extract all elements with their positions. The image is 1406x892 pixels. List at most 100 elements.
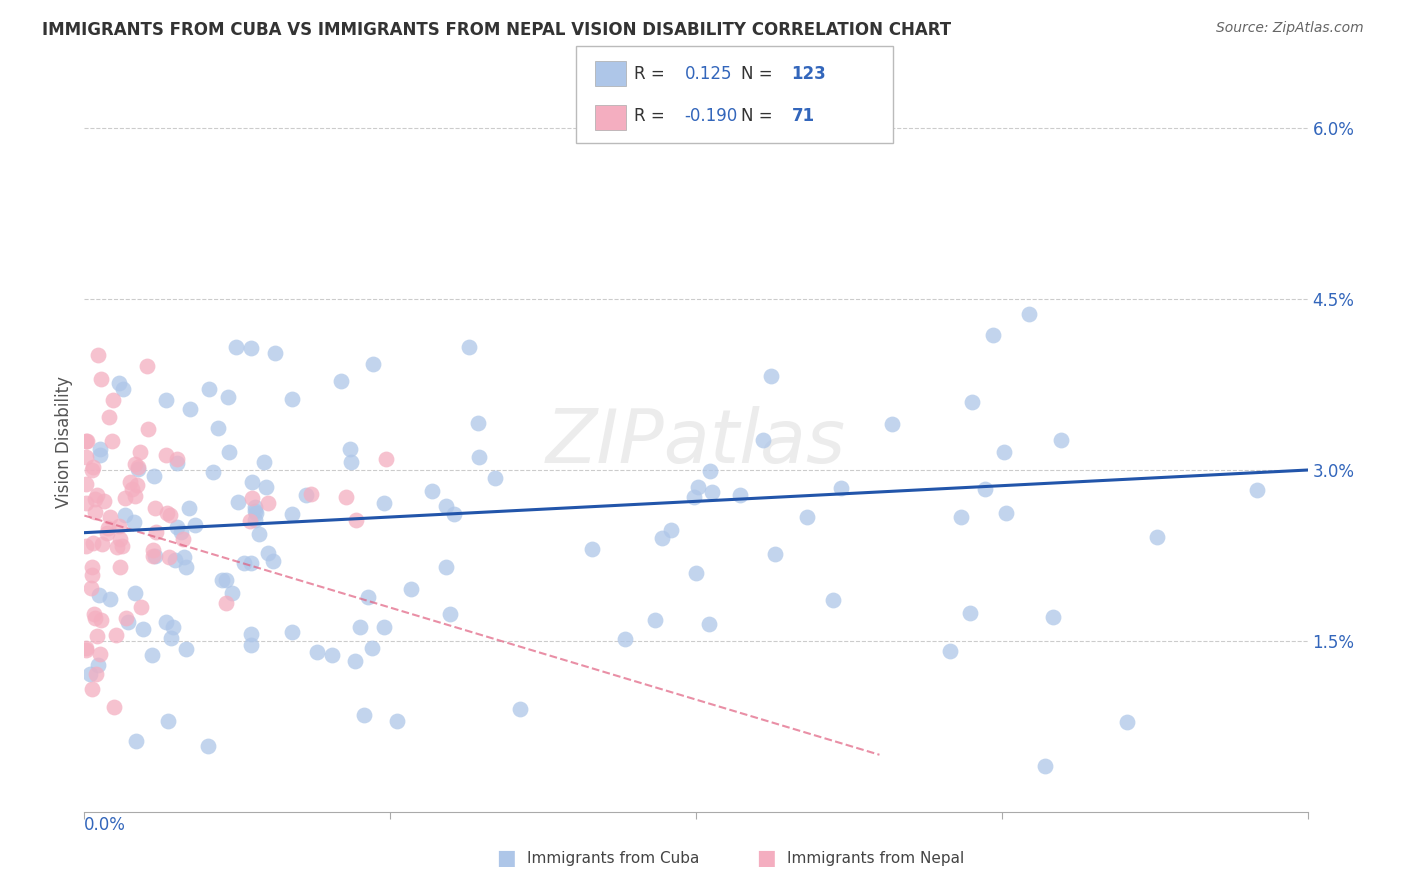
Point <box>96 525 118 540</box>
Point <box>83 491 105 506</box>
Point <box>245 504 267 518</box>
Point <box>75 641 97 656</box>
Point <box>83 607 105 621</box>
Point <box>644 613 666 627</box>
Point <box>101 392 124 407</box>
Point <box>385 714 408 728</box>
Point <box>114 611 136 625</box>
Point <box>121 482 143 496</box>
Point <box>127 462 149 476</box>
Point <box>240 475 263 489</box>
Text: Source: ZipAtlas.com: Source: ZipAtlas.com <box>1216 21 1364 35</box>
Point <box>124 586 146 600</box>
Point <box>76 434 98 449</box>
Point <box>86 488 108 502</box>
Point <box>82 536 104 550</box>
Point <box>959 606 981 620</box>
Point <box>728 488 751 502</box>
Point <box>143 549 166 563</box>
Point <box>75 450 97 465</box>
Point <box>177 500 200 515</box>
Point <box>373 619 395 633</box>
Point <box>108 533 131 547</box>
Point <box>142 543 165 558</box>
Point <box>166 451 188 466</box>
Point <box>162 620 184 634</box>
Text: 0.0%: 0.0% <box>84 816 127 834</box>
Point <box>960 395 983 409</box>
Point <box>240 638 263 652</box>
Point <box>225 340 247 354</box>
Text: -0.190: -0.190 <box>685 106 738 125</box>
Point <box>104 628 127 642</box>
Point <box>280 392 302 407</box>
Point <box>247 527 270 541</box>
Point <box>159 508 181 522</box>
Point <box>752 433 775 447</box>
Point <box>880 417 903 431</box>
Point <box>340 455 363 469</box>
Point <box>145 524 167 539</box>
Point <box>174 641 197 656</box>
Point <box>108 560 131 574</box>
Point <box>93 494 115 508</box>
Point <box>335 490 357 504</box>
Point <box>198 382 221 396</box>
Point <box>179 401 201 416</box>
Point <box>823 593 845 607</box>
Point <box>197 739 219 753</box>
Point <box>75 495 97 509</box>
Point <box>761 368 783 383</box>
Point <box>215 597 238 611</box>
Point <box>97 410 120 425</box>
Point <box>155 615 177 629</box>
Point <box>685 566 707 580</box>
Point <box>262 553 284 567</box>
Point <box>344 654 367 668</box>
Point <box>75 539 97 553</box>
Point <box>89 442 111 456</box>
Point <box>240 341 263 355</box>
Point <box>159 549 181 564</box>
Point <box>361 357 384 371</box>
Point <box>80 581 103 595</box>
Point <box>86 630 108 644</box>
Point <box>131 600 153 615</box>
Point <box>111 539 134 553</box>
Point <box>160 631 183 645</box>
Point <box>299 487 322 501</box>
Point <box>105 540 128 554</box>
Point <box>240 556 263 570</box>
Point <box>107 518 129 533</box>
Point <box>136 359 159 373</box>
Point <box>253 455 276 469</box>
Point <box>484 471 506 485</box>
Point <box>356 591 378 605</box>
Point <box>184 518 207 533</box>
Point <box>122 516 145 530</box>
Point <box>240 491 263 505</box>
Point <box>98 510 121 524</box>
Point <box>84 505 107 519</box>
Point <box>467 416 489 430</box>
Point <box>87 657 110 672</box>
Point <box>207 421 229 435</box>
Text: N =: N = <box>741 106 772 125</box>
Point <box>82 560 104 574</box>
Point <box>103 700 125 714</box>
Point <box>939 644 962 658</box>
Text: R =: R = <box>634 106 665 125</box>
Point <box>82 460 104 475</box>
Point <box>155 448 177 462</box>
Point <box>87 348 110 362</box>
Point <box>233 556 256 570</box>
Point <box>399 582 422 596</box>
Point <box>80 463 103 477</box>
Point <box>1033 759 1056 773</box>
Point <box>79 667 101 681</box>
Point <box>295 488 318 502</box>
Point <box>245 506 267 520</box>
Point <box>129 445 152 459</box>
Point <box>75 643 97 657</box>
Point <box>339 442 361 456</box>
